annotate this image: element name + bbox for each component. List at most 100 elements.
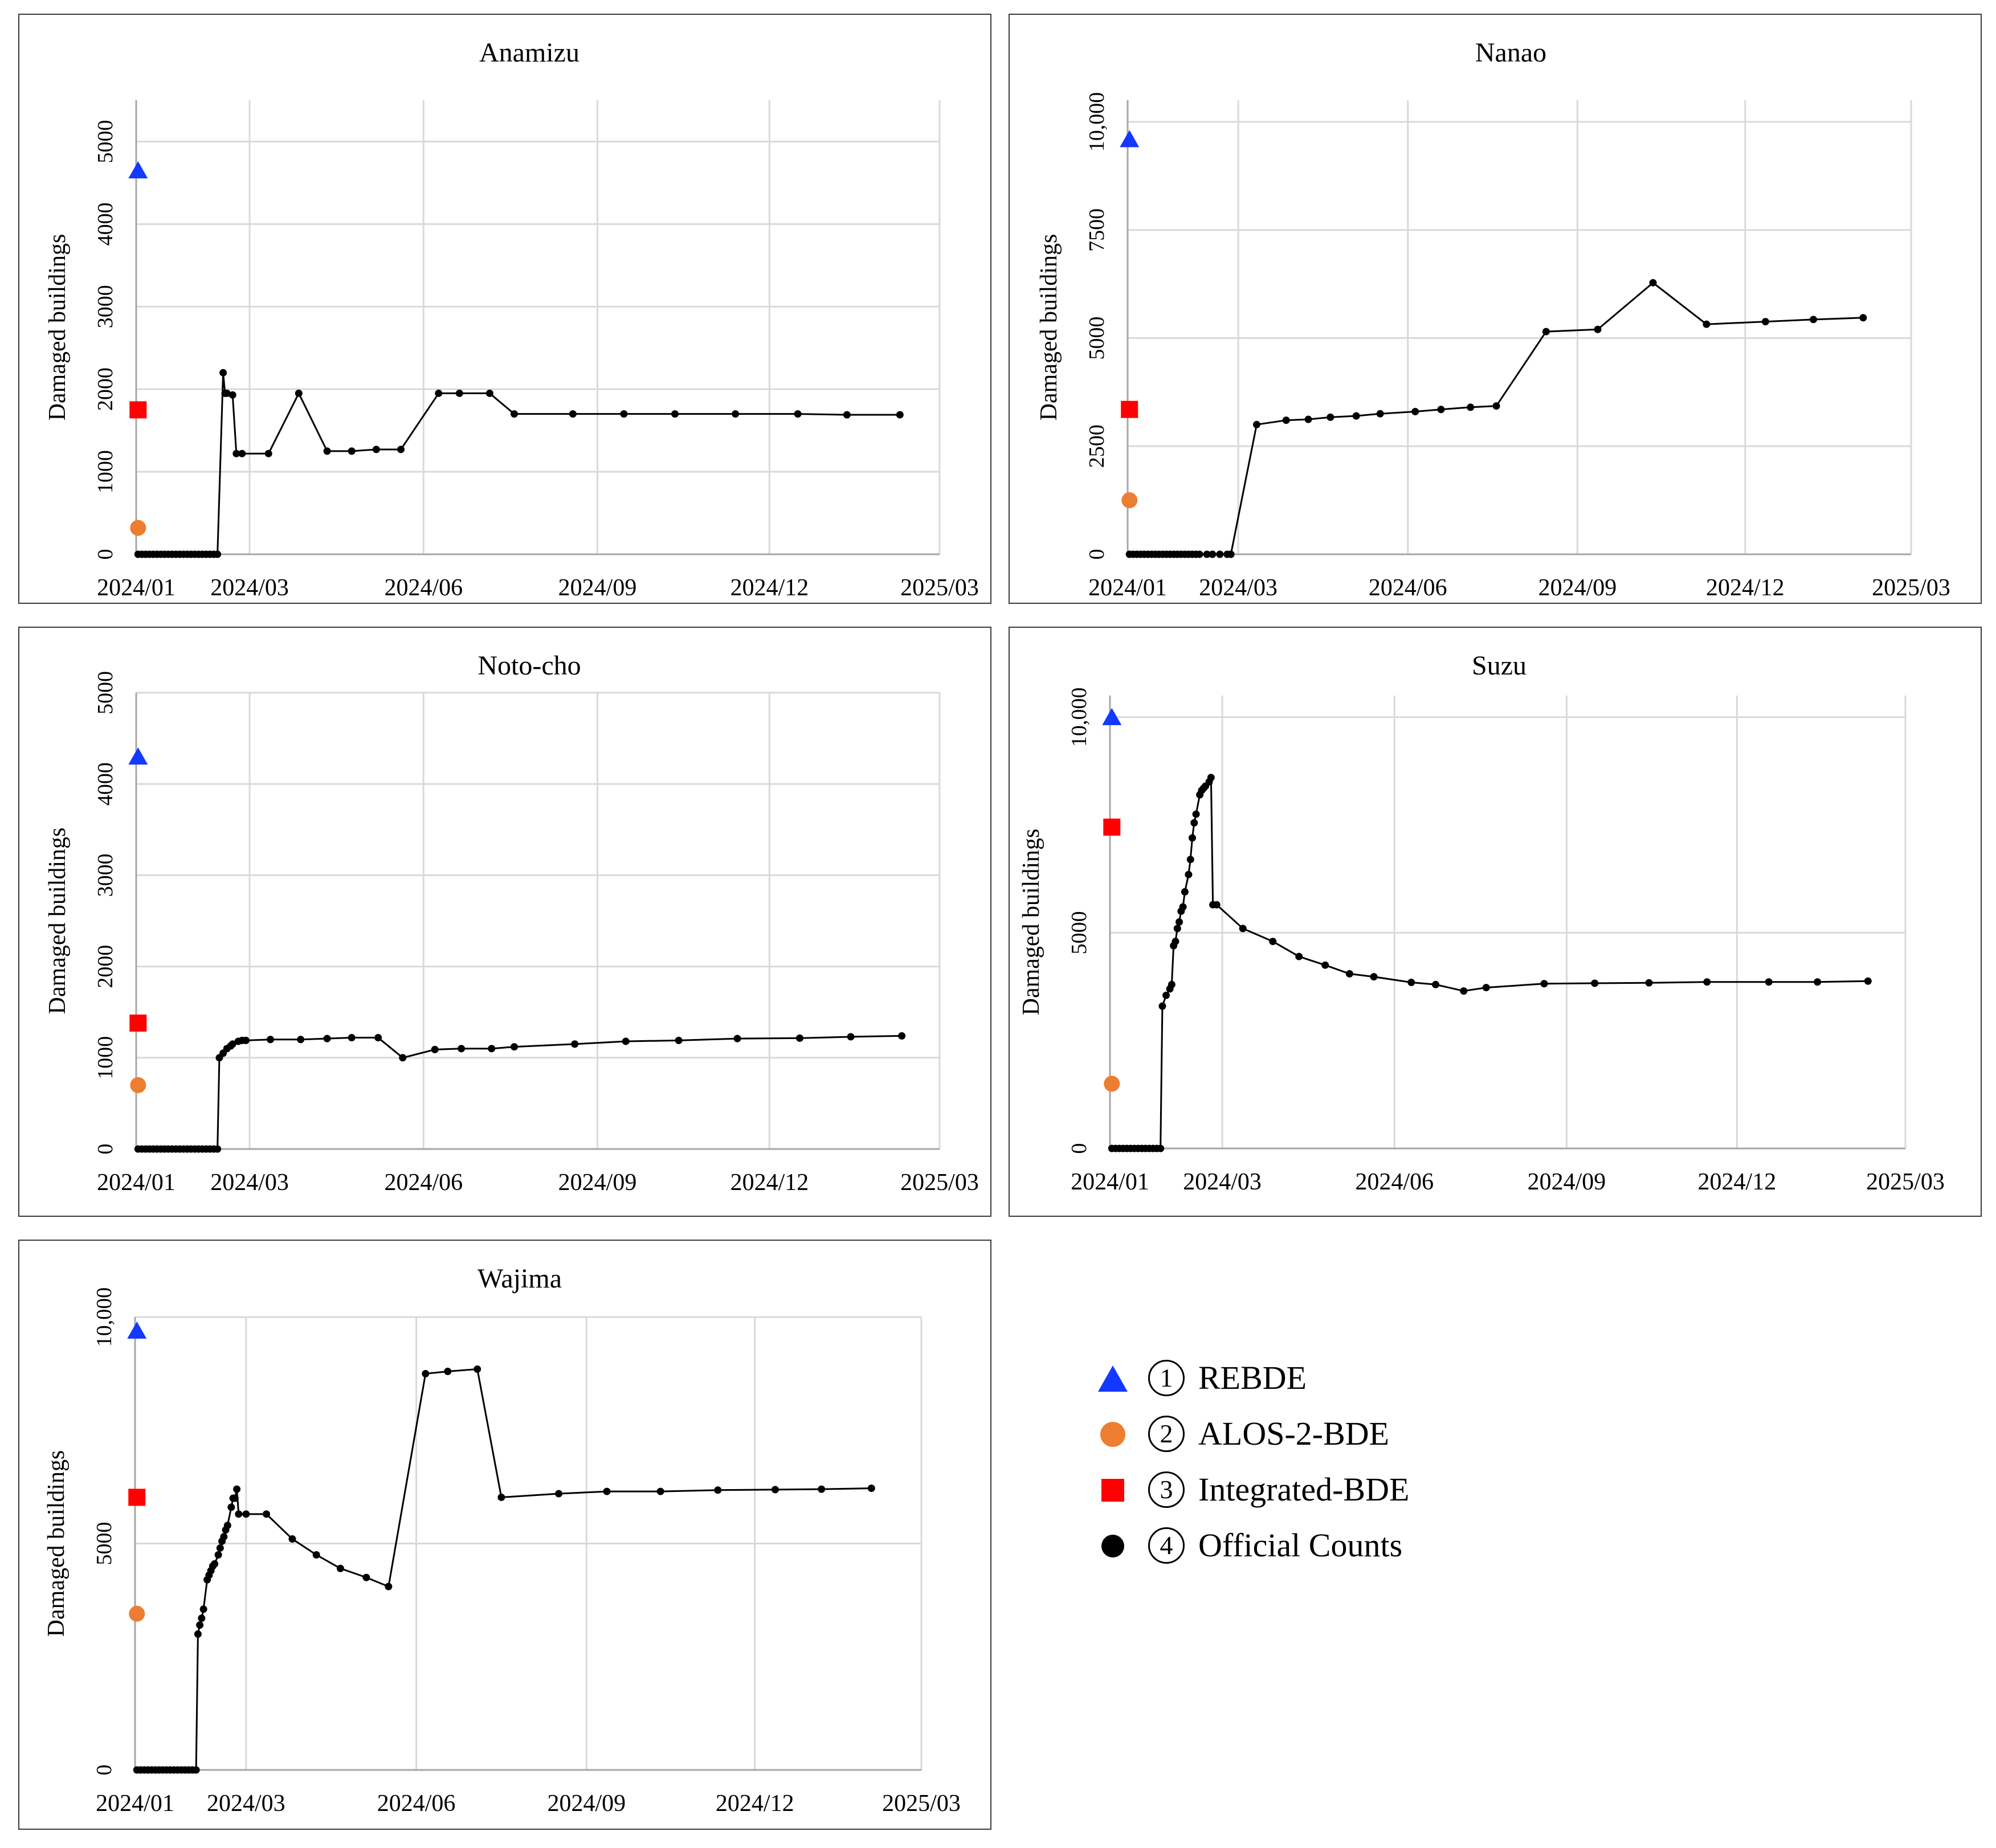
chart-svg-noto-cho: Noto-cho 0 1000 2000 3000 4000 5000 2024/01 2024… (44, 651, 979, 1196)
official-count-point (1376, 410, 1384, 418)
official-count-point (1810, 316, 1818, 324)
y-tick-label: 0 (1067, 1143, 1091, 1154)
official-count-point (771, 1486, 779, 1494)
official-count-point (1407, 979, 1415, 986)
y-axis-label: Damaged buildings (43, 1450, 70, 1637)
official-count-point (397, 445, 405, 453)
x-tick-label: 2024/01 (97, 1170, 175, 1196)
x-tick-label: 2024/01 (96, 1790, 174, 1817)
official-count-point (323, 1035, 331, 1042)
y-tick-label: 2000 (93, 367, 117, 411)
legend-number: 4 (1148, 1527, 1185, 1564)
official-count-point (1703, 978, 1711, 986)
official-count-point (1181, 888, 1189, 896)
x-tick-label: 2024/06 (384, 575, 463, 601)
rebde-marker (128, 161, 148, 179)
integrated-bde-marker (1103, 818, 1121, 836)
official-count-point (1213, 901, 1221, 909)
official-count-point (1190, 819, 1198, 827)
official-count-point (288, 1535, 296, 1543)
official-count-point (263, 1510, 271, 1518)
legend-item-official-counts: 4 Official Counts (1085, 1520, 1484, 1572)
official-count-point (455, 389, 463, 397)
official-count-point (458, 1045, 466, 1053)
official-count-point (1295, 952, 1303, 960)
official-count-point (336, 1564, 344, 1572)
official-count-point (794, 410, 802, 418)
official-count-point (385, 1583, 393, 1591)
official-count-point (1482, 984, 1490, 992)
official-count-point (1157, 1144, 1165, 1152)
dot-marker-icon (1101, 1535, 1124, 1557)
official-count-point (1345, 970, 1353, 978)
official-count-point (362, 1573, 370, 1581)
y-tick-label: 5000 (1085, 316, 1109, 359)
official-count-point (223, 389, 231, 397)
x-tick-label: 2024/06 (384, 1170, 463, 1196)
official-count-point (714, 1486, 722, 1494)
official-count-point (235, 1510, 243, 1518)
y-tick-label: 10,000 (92, 1287, 116, 1347)
official-count-point (1209, 550, 1217, 558)
alos-2-bde-marker (130, 1077, 146, 1093)
official-count-point (1168, 980, 1175, 988)
legend-item-integrated-bde: 3 Integrated-BDE (1085, 1465, 1484, 1516)
official-count-point (1492, 402, 1500, 410)
official-count-point (1269, 938, 1277, 946)
official-count-point (622, 1037, 630, 1045)
chart-title: Suzu (1472, 651, 1526, 681)
y-tick-label: 7500 (1085, 208, 1109, 252)
y-axis-label: Damaged buildings (1018, 829, 1044, 1016)
official-count-point (372, 445, 380, 453)
official-count-point (1645, 979, 1653, 987)
official-count-point (238, 449, 246, 457)
official-count-point (1186, 856, 1194, 864)
official-count-point (435, 389, 443, 397)
legend-label: Integrated-BDE (1198, 1471, 1410, 1508)
chart-svg-nanao: Nanao 0 2500 5000 7500 10,000 2024/01 2024/03 20… (1036, 38, 1950, 601)
official-count-point (1195, 550, 1203, 558)
official-count-point (1304, 415, 1312, 423)
x-tick-label: 2024/03 (210, 575, 289, 601)
official-count-point (1227, 550, 1235, 558)
x-tick-label: 2024/01 (1071, 1169, 1149, 1195)
y-tick-label: 5000 (93, 120, 117, 163)
x-tick-label: 2024/06 (1369, 575, 1447, 601)
official-count-point (1432, 980, 1440, 988)
chart-title: Anamizu (479, 38, 579, 68)
official-count-point (1591, 979, 1599, 987)
official-count-point (511, 1043, 519, 1051)
y-tick-label: 3000 (93, 853, 117, 897)
official-count-point (198, 1614, 206, 1622)
x-tick-label: 2024/03 (1199, 575, 1277, 601)
legend-number: 1 (1148, 1360, 1185, 1396)
y-tick-label: 5000 (1067, 911, 1091, 954)
official-count-point (214, 1551, 222, 1559)
official-count-point (211, 1560, 219, 1568)
alos-2-bde-marker (1121, 492, 1138, 509)
official-count-point (1540, 980, 1548, 988)
official-count-point (220, 1533, 228, 1541)
x-tick-label: 2025/03 (882, 1790, 961, 1817)
x-tick-label: 2024/03 (207, 1790, 285, 1817)
chart-svg-anamizu: Anamizu 0 1000 2000 3000 4000 5000 2024/01 2024/… (44, 38, 979, 601)
official-count-point (1864, 977, 1872, 985)
official-counts-line (138, 1035, 902, 1150)
x-tick-label: 2024/12 (716, 1790, 794, 1817)
x-tick-label: 2024/01 (97, 575, 175, 601)
y-tick-label: 2500 (1085, 424, 1109, 468)
official-count-point (196, 1621, 204, 1629)
official-count-point (1175, 918, 1183, 926)
official-count-point (444, 1367, 452, 1375)
y-tick-label: 0 (93, 549, 117, 560)
official-count-point (485, 389, 493, 397)
official-count-point (1239, 925, 1247, 933)
official-count-point (1542, 328, 1550, 336)
official-count-point (1467, 403, 1475, 411)
official-count-point (264, 449, 272, 457)
official-count-point (1282, 416, 1290, 424)
official-count-point (1179, 903, 1187, 911)
y-tick-label: 0 (92, 1765, 116, 1776)
official-count-point (242, 1510, 250, 1518)
official-counts-line (138, 373, 900, 555)
